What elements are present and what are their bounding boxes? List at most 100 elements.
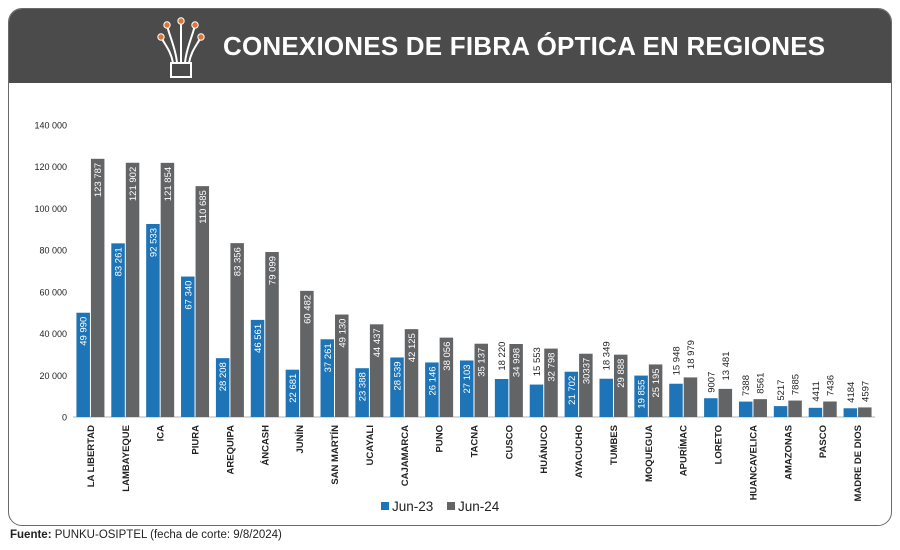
data-label: 49 990 — [79, 317, 90, 346]
legend-swatch — [381, 502, 389, 510]
data-label: 27 103 — [462, 364, 473, 393]
x-tick-label: CUSCO — [504, 425, 515, 459]
data-label: 9007 — [706, 372, 717, 393]
x-tick-label: LAMBAYEQUE — [121, 425, 132, 492]
data-label: 18 349 — [602, 341, 613, 370]
data-label: 29 888 — [616, 359, 627, 388]
bar-jun-24 — [160, 162, 175, 417]
data-label: 123 787 — [93, 163, 104, 197]
bar-jun-23 — [529, 384, 544, 417]
y-tick-label: 0 — [62, 413, 67, 423]
data-label: 83 261 — [114, 247, 125, 276]
x-tick-label: ICA — [156, 425, 167, 442]
x-tick-label: SAN MARTÍN — [330, 425, 341, 485]
data-label: 37 261 — [323, 343, 334, 372]
data-label: 15 948 — [671, 346, 682, 375]
bar-jun-23 — [669, 383, 683, 417]
bar-jun-23 — [494, 378, 509, 417]
bar-jun-23 — [425, 362, 439, 417]
data-label: 35 137 — [477, 348, 488, 377]
bar-jun-24 — [683, 377, 698, 417]
bar-jun-23 — [181, 276, 195, 417]
bar-jun-23 — [390, 357, 404, 417]
y-tick-label: 20 000 — [39, 371, 67, 381]
bar-jun-24 — [858, 407, 872, 417]
bar-jun-24 — [195, 186, 210, 417]
data-label: 15 553 — [532, 347, 543, 376]
bar-jun-24 — [404, 329, 419, 417]
bar-jun-23 — [634, 375, 648, 417]
y-tick-label: 40 000 — [39, 329, 67, 339]
data-label: 44 437 — [372, 328, 383, 357]
data-label: 46 561 — [253, 324, 264, 353]
bar-jun-24 — [544, 348, 558, 417]
data-label: 30337 — [581, 358, 592, 384]
bar-jun-23 — [285, 369, 300, 417]
x-tick-label: CAJAMARCA — [400, 425, 411, 486]
data-label: 7388 — [741, 375, 752, 396]
data-label: 42 125 — [407, 333, 418, 362]
data-label: 92 533 — [148, 228, 159, 257]
data-label: 18 979 — [686, 340, 697, 369]
x-tick-label: PUNO — [435, 425, 446, 452]
bar-jun-23 — [111, 243, 125, 417]
x-tick-label: TUMBES — [609, 425, 620, 465]
data-label: 8561 — [756, 373, 767, 394]
bar-jun-24 — [648, 364, 663, 417]
data-label: 7436 — [825, 375, 836, 396]
bar-jun-23 — [599, 378, 613, 417]
data-label: 21 702 — [567, 376, 578, 405]
data-label: 121 854 — [163, 167, 174, 201]
data-label: 32 798 — [546, 353, 557, 382]
y-tick-label: 60 000 — [39, 287, 67, 297]
x-tick-label: UCAYALI — [365, 425, 376, 465]
data-label: 5217 — [776, 380, 787, 401]
bar-jun-23 — [146, 224, 160, 417]
bar-jun-23 — [843, 408, 858, 417]
x-tick-label: ÁNCASH — [260, 425, 271, 466]
data-label: 34 998 — [512, 348, 523, 377]
bar-jun-24 — [823, 401, 837, 417]
source-text: PUNKU-OSIPTEL (fecha de corte: 9/8/2024) — [54, 529, 282, 541]
bar-chart: 0 20 000 40 000 60 000 80 000 100 000 120 000 1… — [34, 121, 875, 514]
bar-jun-24 — [230, 243, 244, 417]
data-label: 79 099 — [268, 256, 279, 285]
bar-jun-24 — [300, 290, 314, 417]
legend-label: Jun-23 — [392, 499, 433, 514]
chart-card: CONEXIONES DE FIBRA ÓPTICA EN REGIONES 0… — [8, 8, 892, 526]
data-label: 19 855 — [637, 380, 648, 409]
bar-jun-24 — [474, 343, 488, 417]
bar-jun-24 — [788, 400, 802, 417]
data-label: 67 340 — [183, 281, 194, 310]
data-label: 4411 — [811, 381, 822, 401]
bar-jun-23 — [564, 371, 579, 417]
bar-jun-24 — [579, 353, 593, 417]
data-label: 110 685 — [198, 190, 209, 224]
x-tick-label: LORETO — [714, 425, 725, 464]
data-label: 28 539 — [393, 361, 404, 390]
chart-title: CONEXIONES DE FIBRA ÓPTICA EN REGIONES — [223, 31, 826, 61]
data-label: 26 146 — [427, 366, 438, 395]
data-label: 60 482 — [302, 295, 313, 324]
data-label: 23 388 — [358, 372, 369, 401]
x-tick-label: AYACUCHO — [574, 425, 585, 478]
bar-jun-23 — [808, 407, 823, 417]
x-tick-label: AREQUIPA — [225, 425, 236, 475]
y-tick-label: 80 000 — [39, 246, 67, 256]
bar-jun-24 — [369, 324, 384, 417]
x-tick-label: AMAZONAS — [783, 425, 794, 480]
bar-jun-23 — [738, 401, 753, 417]
bar-jun-24 — [753, 399, 767, 417]
bar-jun-23 — [704, 398, 718, 417]
bar-jun-23 — [355, 368, 369, 417]
legend-label: Jun-24 — [458, 499, 500, 514]
bar-jun-24 — [335, 314, 349, 417]
bar-jun-24 — [125, 162, 140, 417]
bar-jun-24 — [265, 252, 279, 417]
bar-jun-23 — [76, 312, 90, 417]
fiber-optic-icon — [157, 17, 205, 78]
x-tick-label: JUNÍN — [295, 425, 306, 454]
data-label: 121 902 — [128, 167, 139, 201]
y-tick-label: 100 000 — [34, 204, 67, 214]
data-label: 4597 — [860, 381, 871, 402]
